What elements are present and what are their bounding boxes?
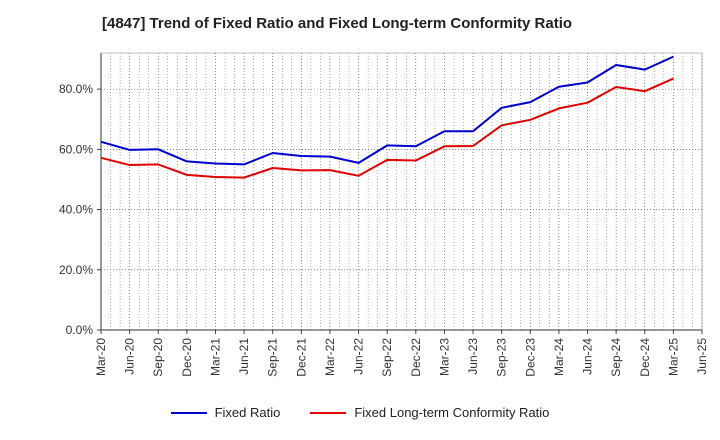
legend-item-fixed-ratio: Fixed Ratio: [170, 405, 281, 420]
x-tick-label: Jun-25: [695, 338, 709, 375]
x-tick-label: Sep-24: [609, 338, 623, 377]
x-tick-label: Sep-21: [266, 338, 280, 377]
y-tick-label: 80.0%: [59, 82, 93, 96]
x-tick-label: Jun-21: [237, 338, 251, 375]
x-tick-label: Sep-20: [151, 338, 165, 377]
x-tick-label: Mar-23: [437, 338, 451, 376]
x-tick-label: Sep-22: [380, 338, 394, 377]
y-tick-label: 40.0%: [59, 203, 93, 217]
x-tick-label: Jun-22: [352, 338, 366, 375]
x-tick-label: Mar-24: [552, 338, 566, 376]
x-tick-label: Dec-24: [638, 338, 652, 377]
x-tick-label: Mar-25: [666, 338, 680, 376]
chart-legend: Fixed Ratio Fixed Long-term Conformity R…: [0, 405, 720, 420]
series-line-fixed-ratio: [100, 55, 674, 166]
chart-title: [4847] Trend of Fixed Ratio and Fixed Lo…: [102, 15, 573, 32]
x-tick-label: Mar-21: [208, 338, 222, 376]
y-tick-label: 20.0%: [59, 263, 93, 277]
x-tick-label: Dec-20: [180, 338, 194, 377]
x-tick-label: Jun-23: [466, 338, 480, 375]
x-tick-label: Sep-23: [495, 338, 509, 377]
legend-item-fixed-long-term-conformity-ratio: Fixed Long-term Conformity Ratio: [310, 405, 549, 420]
series-line-fixed-long-term-conformity-ratio: [100, 77, 674, 179]
x-tick-label: Dec-23: [523, 338, 537, 377]
x-tick-label: Dec-22: [409, 338, 423, 377]
y-tick-label: 0.0%: [66, 323, 94, 337]
legend-swatch-fixed-ratio: [170, 411, 207, 414]
legend-label-fixed-ratio: Fixed Ratio: [214, 405, 281, 420]
x-tick-label: Mar-20: [94, 338, 108, 376]
legend-label-fixed-long-term-conformity-ratio: Fixed Long-term Conformity Ratio: [354, 405, 550, 420]
x-tick-label: Dec-21: [294, 338, 308, 377]
legend-swatch-fixed-long-term-conformity-ratio: [310, 411, 347, 414]
x-tick-label: Jun-20: [123, 338, 137, 375]
x-tick-label: Mar-22: [323, 338, 337, 376]
x-tick-label: Jun-24: [581, 338, 595, 375]
plot-area: [101, 53, 702, 330]
y-tick-label: 60.0%: [59, 142, 93, 156]
